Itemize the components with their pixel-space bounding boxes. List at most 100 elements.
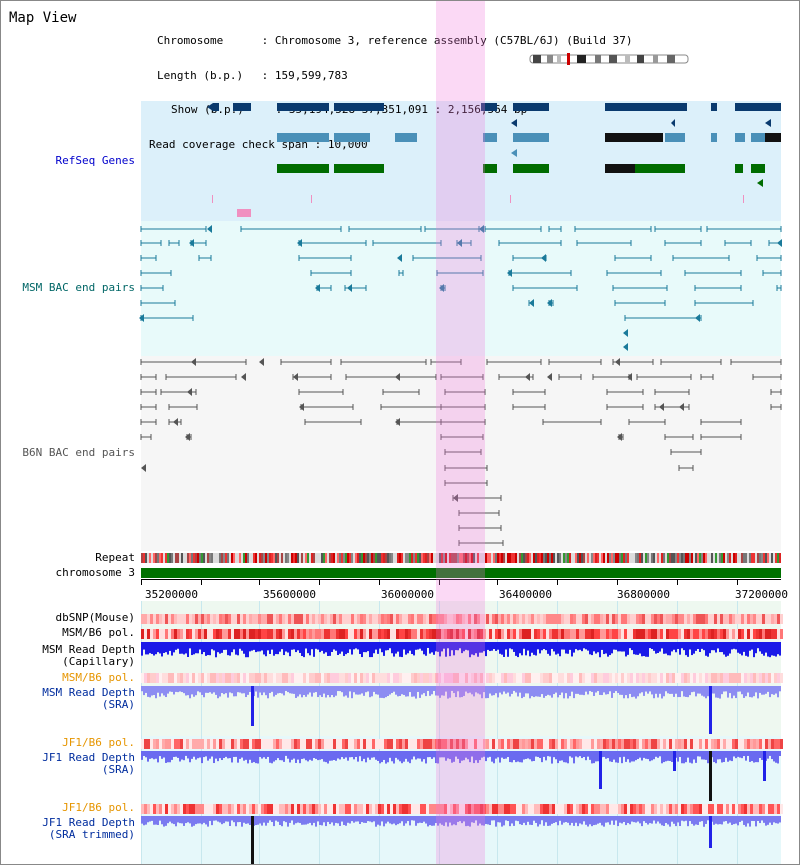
bac-pair[interactable] xyxy=(345,374,437,380)
bac-pair[interactable] xyxy=(672,255,730,261)
bac-pair[interactable] xyxy=(140,226,207,232)
bac-end-marker[interactable] xyxy=(347,284,352,292)
bac-pair[interactable] xyxy=(660,359,722,365)
bac-pair[interactable] xyxy=(280,359,332,365)
bac-end-marker[interactable] xyxy=(207,225,212,233)
bac-pair[interactable] xyxy=(654,226,702,232)
bac-pair[interactable] xyxy=(700,434,742,440)
bac-pair[interactable] xyxy=(624,315,702,321)
bac-end-marker[interactable] xyxy=(479,225,484,233)
bac-end-marker[interactable] xyxy=(241,373,246,381)
bac-pair[interactable] xyxy=(706,226,782,232)
bac-end-marker[interactable] xyxy=(299,403,304,411)
bac-pair[interactable] xyxy=(412,255,482,261)
bac-end-marker[interactable] xyxy=(189,239,194,247)
bac-pair[interactable] xyxy=(140,389,157,395)
bac-end-marker[interactable] xyxy=(191,358,196,366)
bac-pair[interactable] xyxy=(168,240,180,246)
bac-end-marker[interactable] xyxy=(507,269,512,277)
bac-pair[interactable] xyxy=(498,240,562,246)
bac-end-marker[interactable] xyxy=(173,418,178,426)
bac-pair[interactable] xyxy=(700,374,714,380)
bac-end-marker[interactable] xyxy=(623,329,628,337)
bac-pair[interactable] xyxy=(678,465,694,471)
bac-pair[interactable] xyxy=(654,389,690,395)
bac-pair[interactable] xyxy=(382,389,420,395)
bac-end-marker[interactable] xyxy=(141,464,146,472)
bac-pair[interactable] xyxy=(664,240,702,246)
bac-pair[interactable] xyxy=(140,434,152,440)
bac-end-marker[interactable] xyxy=(297,239,302,247)
bac-end-marker[interactable] xyxy=(617,433,622,441)
bac-pair[interactable] xyxy=(684,270,742,276)
bac-pair[interactable] xyxy=(140,300,176,306)
bac-pair[interactable] xyxy=(628,419,666,425)
bac-end-marker[interactable] xyxy=(541,254,546,262)
bac-pair[interactable] xyxy=(298,255,352,261)
bac-end-marker[interactable] xyxy=(547,299,552,307)
bac-pair[interactable] xyxy=(140,285,164,291)
bac-pair[interactable] xyxy=(140,419,157,425)
bac-end-marker[interactable] xyxy=(453,494,458,502)
bac-pair[interactable] xyxy=(440,434,484,440)
bac-pair[interactable] xyxy=(512,404,546,410)
bac-pair[interactable] xyxy=(542,419,602,425)
bac-end-marker[interactable] xyxy=(547,373,552,381)
bac-end-marker[interactable] xyxy=(777,239,782,247)
bac-pair[interactable] xyxy=(444,389,486,395)
bac-pair[interactable] xyxy=(436,270,484,276)
bac-end-marker[interactable] xyxy=(185,433,190,441)
bac-end-marker[interactable] xyxy=(439,284,444,292)
bac-pair[interactable] xyxy=(444,465,488,471)
bac-pair[interactable] xyxy=(340,359,427,365)
bac-pair[interactable] xyxy=(140,255,157,261)
bac-pair[interactable] xyxy=(606,404,644,410)
bac-end-marker[interactable] xyxy=(315,284,320,292)
bac-pair[interactable] xyxy=(430,359,462,365)
bac-pair[interactable] xyxy=(574,226,652,232)
bac-pair[interactable] xyxy=(140,404,157,410)
bac-pair[interactable] xyxy=(372,240,442,246)
bac-pair[interactable] xyxy=(762,270,782,276)
bac-pair[interactable] xyxy=(484,226,542,232)
bac-pair[interactable] xyxy=(440,419,486,425)
bac-pair[interactable] xyxy=(486,359,542,365)
bac-end-marker[interactable] xyxy=(679,403,684,411)
bac-pair[interactable] xyxy=(770,404,782,410)
bac-end-marker[interactable] xyxy=(397,254,402,262)
bac-end-marker[interactable] xyxy=(659,403,664,411)
bac-pair[interactable] xyxy=(444,449,482,455)
bac-pair[interactable] xyxy=(776,285,782,291)
bac-end-marker[interactable] xyxy=(395,373,400,381)
bac-pair[interactable] xyxy=(576,240,632,246)
bac-pair[interactable] xyxy=(664,434,694,440)
bac-pair[interactable] xyxy=(440,404,486,410)
bac-pair[interactable] xyxy=(304,419,362,425)
bac-pair[interactable] xyxy=(700,419,742,425)
bac-end-marker[interactable] xyxy=(525,373,530,381)
bac-pair[interactable] xyxy=(298,389,344,395)
bac-pair[interactable] xyxy=(348,226,422,232)
bac-end-marker[interactable] xyxy=(627,373,632,381)
bac-pair[interactable] xyxy=(612,285,668,291)
bac-pair[interactable] xyxy=(198,255,212,261)
bac-pair[interactable] xyxy=(724,240,752,246)
bac-pair[interactable] xyxy=(756,255,782,261)
bac-pair[interactable] xyxy=(670,449,702,455)
bac-end-marker[interactable] xyxy=(529,299,534,307)
bac-end-marker[interactable] xyxy=(457,239,462,247)
bac-end-marker[interactable] xyxy=(139,314,144,322)
bac-pair[interactable] xyxy=(458,525,502,531)
bac-pair[interactable] xyxy=(512,389,546,395)
bac-end-marker[interactable] xyxy=(695,314,700,322)
bac-pair[interactable] xyxy=(140,240,162,246)
bac-pair[interactable] xyxy=(165,374,237,380)
bac-pair[interactable] xyxy=(752,374,782,380)
bac-pair[interactable] xyxy=(548,226,562,232)
bac-pair[interactable] xyxy=(440,374,484,380)
bac-pair[interactable] xyxy=(614,300,666,306)
bac-end-marker[interactable] xyxy=(259,358,264,366)
chromosome-ideogram[interactable] xyxy=(529,52,691,66)
